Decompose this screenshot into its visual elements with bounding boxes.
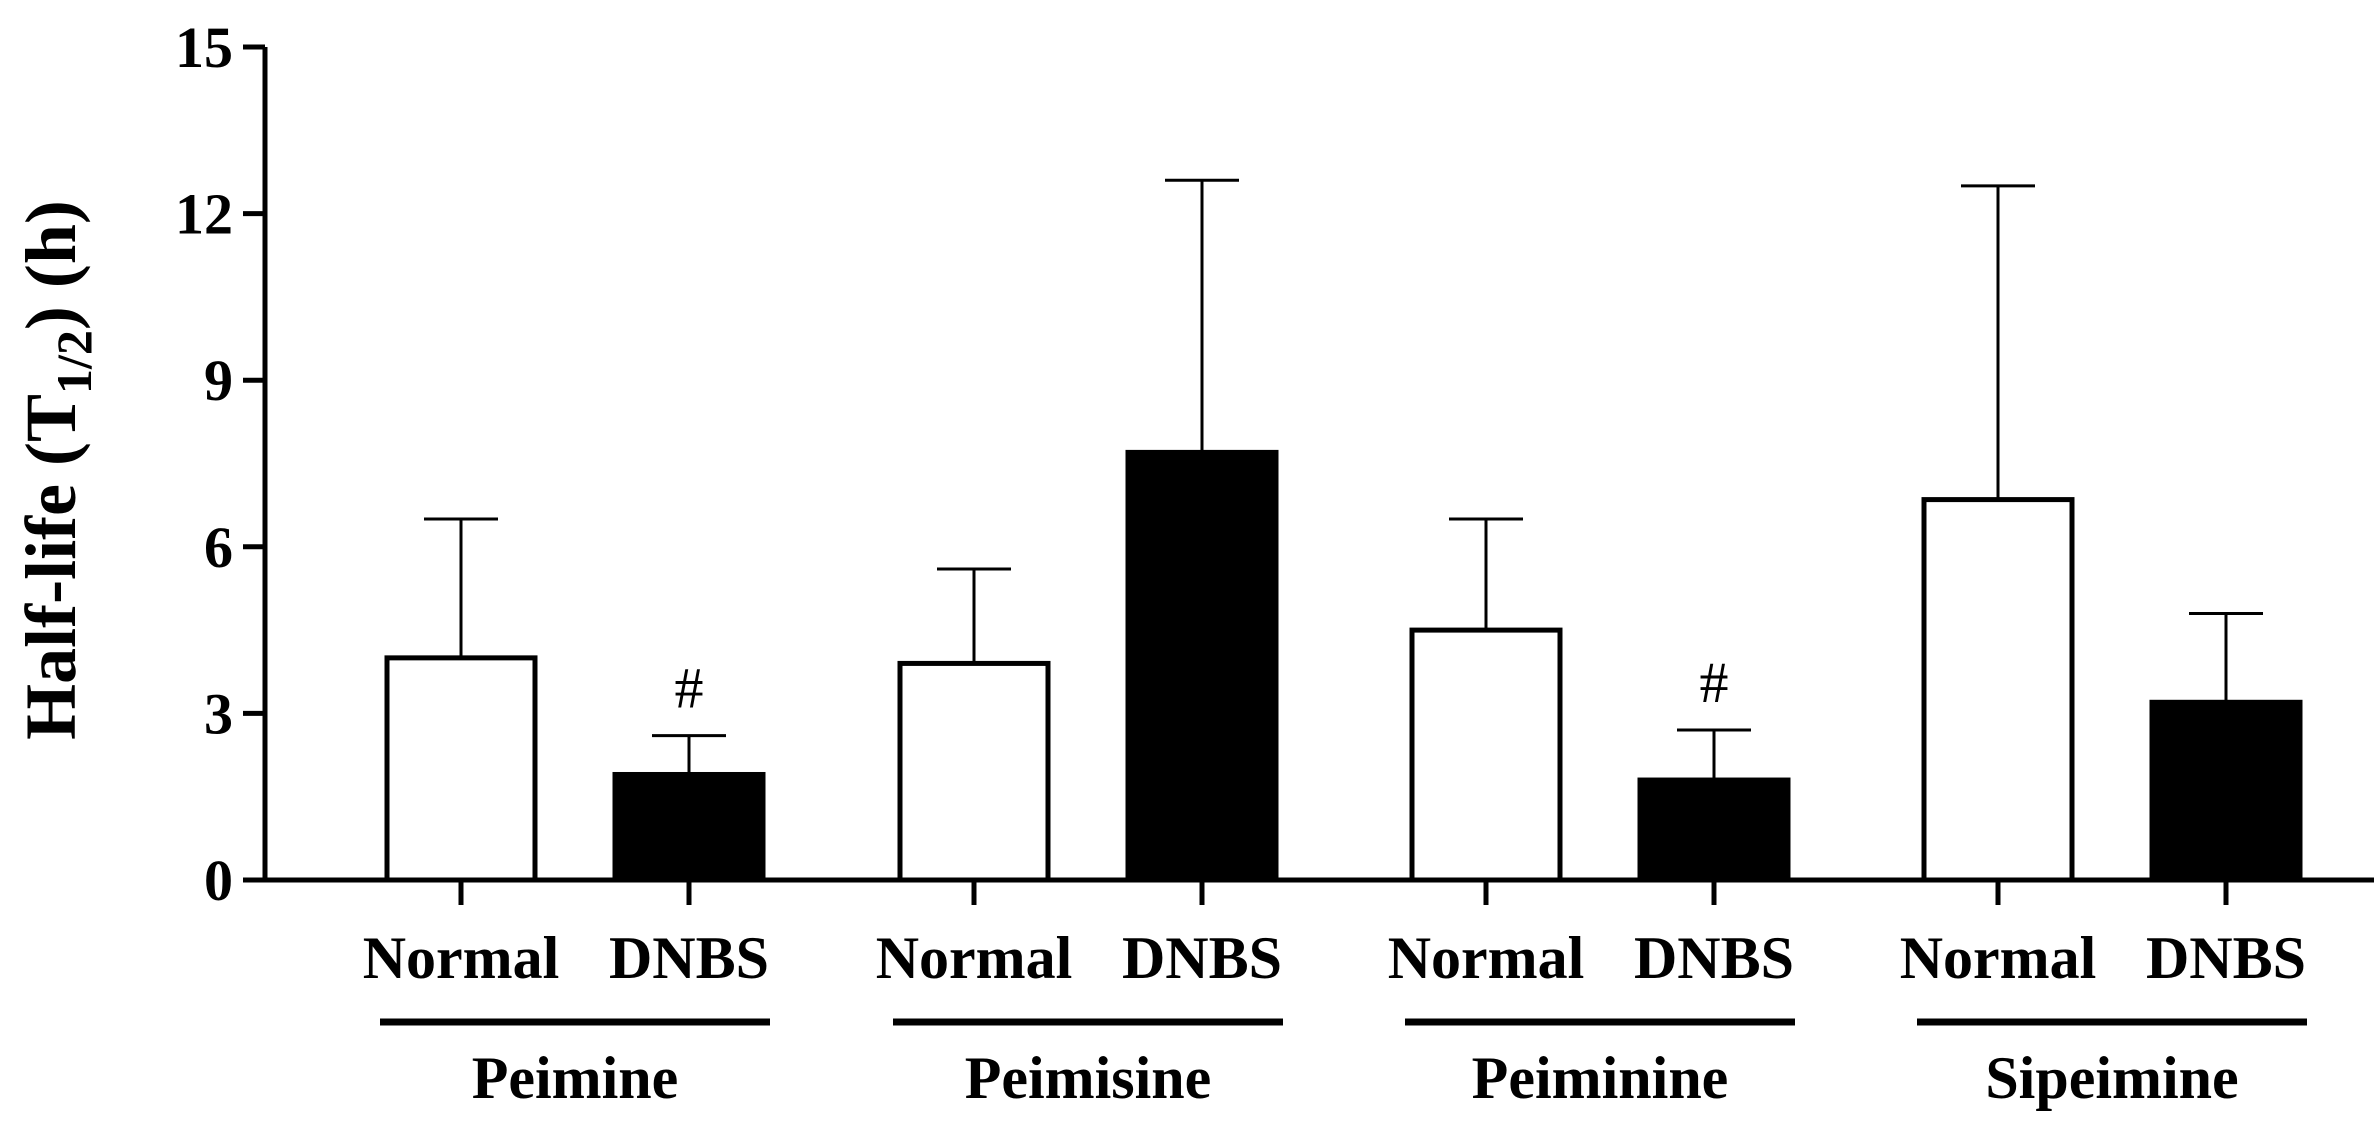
- y-tick-label: 3: [204, 681, 233, 746]
- x-category-label: Normal: [363, 925, 560, 991]
- x-category-label: DNBS: [1634, 925, 1794, 991]
- y-axis-label-suffix: ) (h): [11, 200, 91, 330]
- x-category-label: Normal: [876, 925, 1073, 991]
- x-category-label: DNBS: [2146, 925, 2306, 991]
- y-axis-label: Half-life (T1/2) (h): [11, 200, 102, 740]
- y-axis-label-subscript: 1/2: [46, 330, 102, 394]
- y-tick-label: 12: [175, 182, 233, 247]
- x-category-label: Normal: [1900, 925, 2097, 991]
- y-axis-label-prefix: Half-life (T: [11, 394, 91, 740]
- y-tick-label: 15: [175, 15, 233, 80]
- bar-peiminine-normal: [1409, 627, 1563, 883]
- x-category-label: DNBS: [1122, 925, 1282, 991]
- bar-peimine-normal: [384, 655, 538, 883]
- x-category-label: DNBS: [609, 925, 769, 991]
- y-tick-label: 9: [204, 348, 233, 413]
- bar-peimine-dnbs: [612, 771, 766, 883]
- y-tick-label: 0: [204, 848, 233, 913]
- bar-sipeimine-normal: [1921, 497, 2075, 883]
- bar-peimisine-normal: [897, 660, 1051, 883]
- svg-text:Half-life (T1/2) (h): Half-life (T1/2) (h): [11, 200, 102, 740]
- bar-peimisine-dnbs: [1125, 449, 1279, 883]
- x-category-label: Normal: [1388, 925, 1585, 991]
- group-label-peimisine: Peimisine: [965, 1045, 1212, 1111]
- significance-marker: #: [675, 656, 704, 721]
- group-label-sipeimine: Sipeimine: [1985, 1045, 2238, 1111]
- significance-marker: #: [1700, 650, 1729, 715]
- group-label-peiminine: Peiminine: [1472, 1045, 1729, 1111]
- group-label-peimine: Peimine: [472, 1045, 679, 1111]
- bar-sipeimine-dnbs: [2149, 699, 2303, 883]
- bar-peiminine-dnbs: [1637, 777, 1791, 883]
- y-tick-label: 6: [204, 515, 233, 580]
